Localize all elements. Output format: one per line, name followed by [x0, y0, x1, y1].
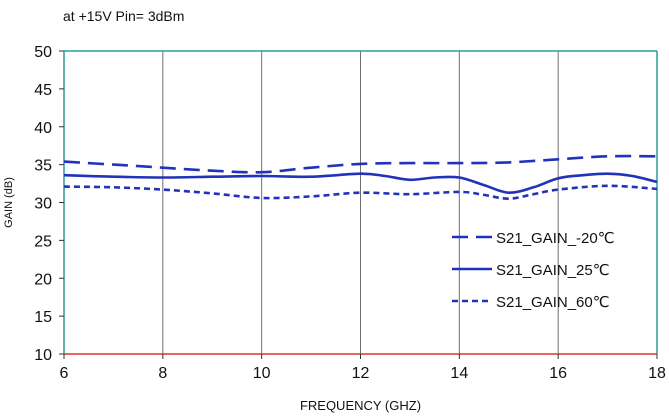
y-tick-label: 30 — [34, 196, 52, 213]
chart-subtitle: at +15V Pin= 3dBm — [63, 8, 185, 24]
legend-label-1: S21_GAIN_-20℃ — [496, 230, 615, 247]
legend-label-2: S21_GAIN_25℃ — [496, 262, 610, 279]
x-axis-label: FREQUENCY (GHZ) — [300, 398, 421, 413]
x-tick-label: 8 — [158, 365, 167, 382]
y-tick-label: 40 — [34, 120, 52, 137]
y-tick-label: 25 — [34, 233, 52, 250]
x-tick-label: 16 — [549, 365, 567, 382]
series-line-3 — [63, 184, 658, 201]
y-axis-label: GAIN (dB) — [3, 177, 15, 228]
x-tick-label: 10 — [253, 365, 271, 382]
x-tick-label: 6 — [60, 365, 69, 382]
series-line-1 — [63, 154, 658, 174]
y-tick-label: 20 — [34, 271, 52, 288]
x-tick-label: 12 — [352, 365, 370, 382]
x-tick-label: 14 — [450, 365, 468, 382]
y-tick-label: 50 — [34, 44, 52, 61]
y-tick-label: 10 — [34, 347, 52, 364]
legend-label-3: S21_GAIN_60℃ — [496, 294, 610, 311]
x-tick-label: 18 — [648, 365, 666, 382]
series-line-2 — [63, 172, 658, 195]
y-tick-label: 45 — [34, 82, 52, 99]
y-tick-label: 15 — [34, 309, 52, 326]
y-tick-label: 35 — [34, 158, 52, 175]
